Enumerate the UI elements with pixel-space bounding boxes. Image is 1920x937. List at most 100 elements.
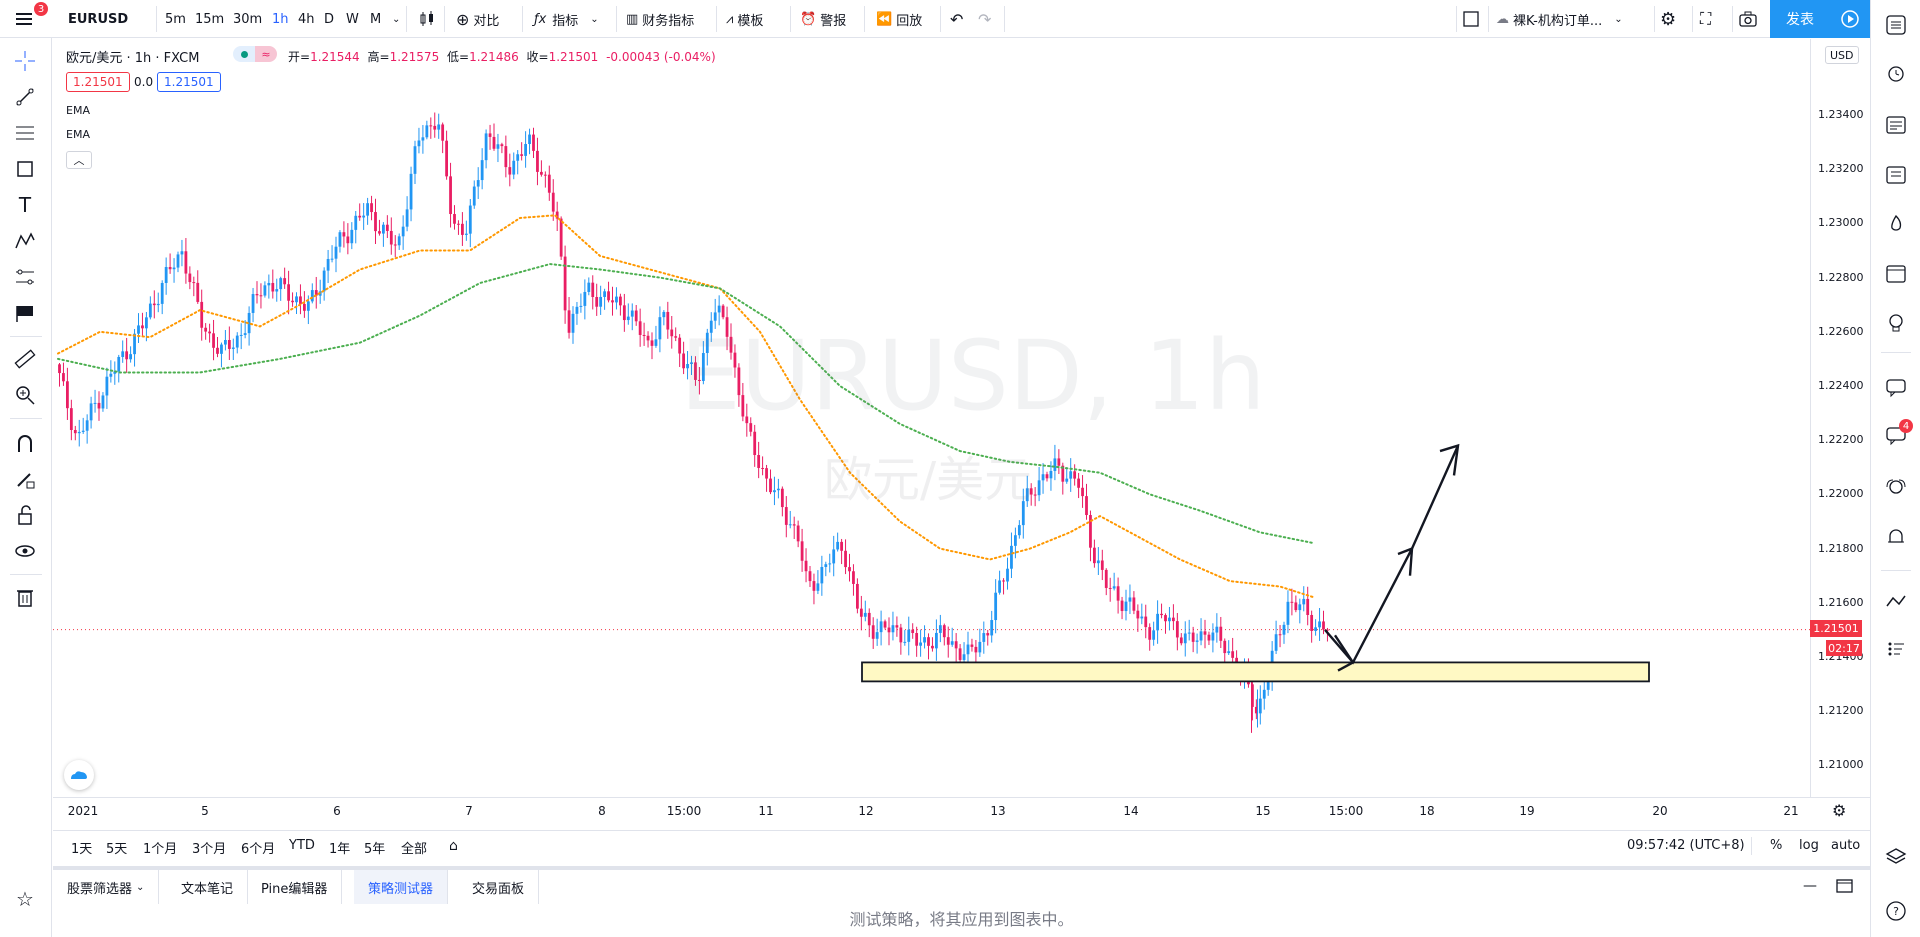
candle-body bbox=[192, 282, 196, 284]
indicators-button[interactable]: ƒx 指标 ⌄ bbox=[534, 0, 599, 38]
indicator-ema-2[interactable]: EMA bbox=[66, 128, 90, 141]
ideas-button[interactable] bbox=[1881, 308, 1911, 338]
compare-button[interactable]: ⊕ 对比 bbox=[456, 0, 499, 38]
hotlists-button[interactable] bbox=[1881, 210, 1911, 240]
timeframe-w[interactable]: W bbox=[346, 11, 359, 27]
chats-button[interactable] bbox=[1881, 372, 1911, 402]
main-chart[interactable] bbox=[53, 39, 1870, 830]
range-button[interactable]: 6个月 bbox=[241, 842, 276, 857]
publish-button[interactable]: 发表 bbox=[1770, 0, 1830, 38]
idea-stream-button[interactable] bbox=[1881, 474, 1911, 504]
collapse-legend-button[interactable]: ︿ bbox=[66, 151, 92, 169]
trend-button[interactable] bbox=[1881, 586, 1911, 616]
buy-button[interactable]: 1.21501 bbox=[157, 72, 221, 92]
templates-button[interactable]: ⩘ 模板 bbox=[726, 0, 763, 38]
dom-button[interactable] bbox=[1881, 634, 1911, 664]
redo-button[interactable]: ↷ bbox=[978, 0, 991, 38]
candle-body bbox=[441, 124, 445, 141]
play-button[interactable] bbox=[1830, 0, 1870, 38]
rectangle-tool[interactable] bbox=[12, 156, 38, 182]
range-button[interactable]: 3个月 bbox=[192, 842, 227, 857]
candle-body bbox=[1014, 535, 1017, 546]
legend-toggle[interactable]: ≈ bbox=[233, 46, 277, 62]
notifications-button[interactable] bbox=[1881, 522, 1911, 552]
timeframe-30m[interactable]: 30m bbox=[233, 11, 263, 27]
timeframe-m[interactable]: M bbox=[370, 11, 382, 27]
range-button[interactable]: 全部 bbox=[401, 842, 428, 857]
percent-scale-toggle[interactable]: % bbox=[1770, 838, 1783, 853]
bottom-tab[interactable]: 交易面板 bbox=[458, 870, 540, 904]
bottom-tab[interactable]: 策略测试器 bbox=[354, 870, 449, 904]
calendar-button[interactable] bbox=[1881, 258, 1911, 288]
sell-button[interactable]: 1.21501 bbox=[66, 72, 130, 92]
layout-select[interactable]: ☁ 裸K-机构订单... ⌄ bbox=[1496, 0, 1623, 38]
prediction-tool[interactable] bbox=[12, 264, 38, 290]
undo-button[interactable]: ↶ bbox=[950, 0, 963, 38]
replay-button[interactable]: ⏪ 回放 bbox=[876, 0, 922, 38]
settings-button[interactable]: ⚙ bbox=[1660, 0, 1676, 38]
fullscreen-button[interactable]: ⛶ bbox=[1700, 0, 1711, 38]
zoom-in-tool[interactable] bbox=[12, 382, 38, 408]
timeframe-5m[interactable]: 5m bbox=[165, 11, 186, 27]
snapshot-button[interactable] bbox=[1738, 0, 1758, 38]
lock-drawings-tool[interactable] bbox=[12, 502, 38, 528]
financials-button[interactable]: ▥ 财务指标 bbox=[626, 0, 694, 38]
timeframe-15m[interactable]: 15m bbox=[195, 11, 225, 27]
currency-button[interactable]: USD bbox=[1825, 46, 1859, 64]
alerts-button[interactable] bbox=[1881, 58, 1911, 88]
candle-body bbox=[255, 294, 259, 296]
clock-display[interactable]: 09:57:42 (UTC+8) bbox=[1627, 838, 1745, 853]
menu-button[interactable] bbox=[14, 0, 34, 38]
ruler-tool[interactable] bbox=[12, 346, 38, 372]
timeframe-4h[interactable]: 4h bbox=[298, 11, 315, 27]
candle-body bbox=[919, 642, 922, 646]
minimize-panel-button[interactable]: — bbox=[1803, 878, 1817, 894]
trend-line-tool[interactable] bbox=[12, 84, 38, 110]
hide-drawings-tool[interactable] bbox=[12, 538, 38, 564]
messages-button[interactable] bbox=[1881, 420, 1911, 450]
data-window-button[interactable] bbox=[1881, 160, 1911, 190]
go-to-date-button[interactable]: ⌂ bbox=[449, 838, 458, 854]
chart-type-button[interactable] bbox=[418, 0, 436, 38]
timeframe-dropdown-icon[interactable]: ⌄ bbox=[392, 13, 401, 25]
help-button[interactable]: ? bbox=[1881, 896, 1911, 926]
pattern-tool[interactable] bbox=[12, 228, 38, 254]
symbol-search-button[interactable]: EURUSD bbox=[68, 11, 129, 27]
bottom-tab[interactable]: 文本笔记 bbox=[167, 870, 249, 904]
range-button[interactable]: 1天 bbox=[71, 842, 93, 857]
candle-body bbox=[520, 154, 524, 156]
bottom-panel: 股票筛选器 ⌄ 文本笔记 Pine编辑器 策略测试器 交易面板 — 测试策略，将其应用到… bbox=[53, 866, 1870, 937]
timeframe-1h[interactable]: 1h bbox=[272, 11, 289, 27]
news-button[interactable] bbox=[1881, 110, 1911, 140]
alert-button[interactable]: ⏰ 警报 bbox=[800, 0, 846, 38]
chart-settings-button[interactable]: ⚙ bbox=[1832, 801, 1846, 820]
bottom-tab[interactable]: 股票筛选器 ⌄ bbox=[53, 870, 160, 904]
text-tool[interactable]: T bbox=[12, 192, 38, 218]
crosshair-tool[interactable] bbox=[12, 48, 38, 74]
remove-drawings-tool[interactable] bbox=[12, 584, 38, 610]
range-button[interactable]: 1年 bbox=[329, 842, 351, 857]
timeframe-d[interactable]: D bbox=[324, 11, 335, 27]
candle-body bbox=[401, 226, 405, 237]
candle-body bbox=[204, 327, 208, 332]
log-scale-toggle[interactable]: log bbox=[1799, 838, 1819, 853]
watchlist-star-button[interactable]: ☆ bbox=[12, 886, 38, 912]
maximize-panel-button[interactable] bbox=[1836, 878, 1854, 898]
bottom-tab[interactable]: Pine编辑器 bbox=[247, 870, 343, 904]
range-button[interactable]: 5年 bbox=[364, 842, 386, 857]
stay-drawing-tool[interactable] bbox=[12, 466, 38, 492]
layout-toggle-button[interactable] bbox=[1462, 0, 1480, 38]
price-axis-label: 1.22200 bbox=[1818, 433, 1864, 447]
auto-scale-toggle[interactable]: auto bbox=[1831, 838, 1861, 853]
candle-body bbox=[646, 335, 650, 341]
tradingview-logo[interactable] bbox=[64, 760, 94, 790]
magnet-tool[interactable] bbox=[12, 430, 38, 456]
range-button[interactable]: 5天 bbox=[106, 842, 128, 857]
horizontal-lines-tool[interactable] bbox=[12, 120, 38, 146]
icon-tool[interactable] bbox=[12, 300, 38, 326]
range-button[interactable]: 1个月 bbox=[143, 842, 178, 857]
watchlist-button[interactable] bbox=[1881, 10, 1911, 40]
indicator-ema-1[interactable]: EMA bbox=[66, 104, 90, 117]
range-button[interactable]: YTD bbox=[289, 838, 315, 853]
layers-button[interactable] bbox=[1881, 842, 1911, 872]
